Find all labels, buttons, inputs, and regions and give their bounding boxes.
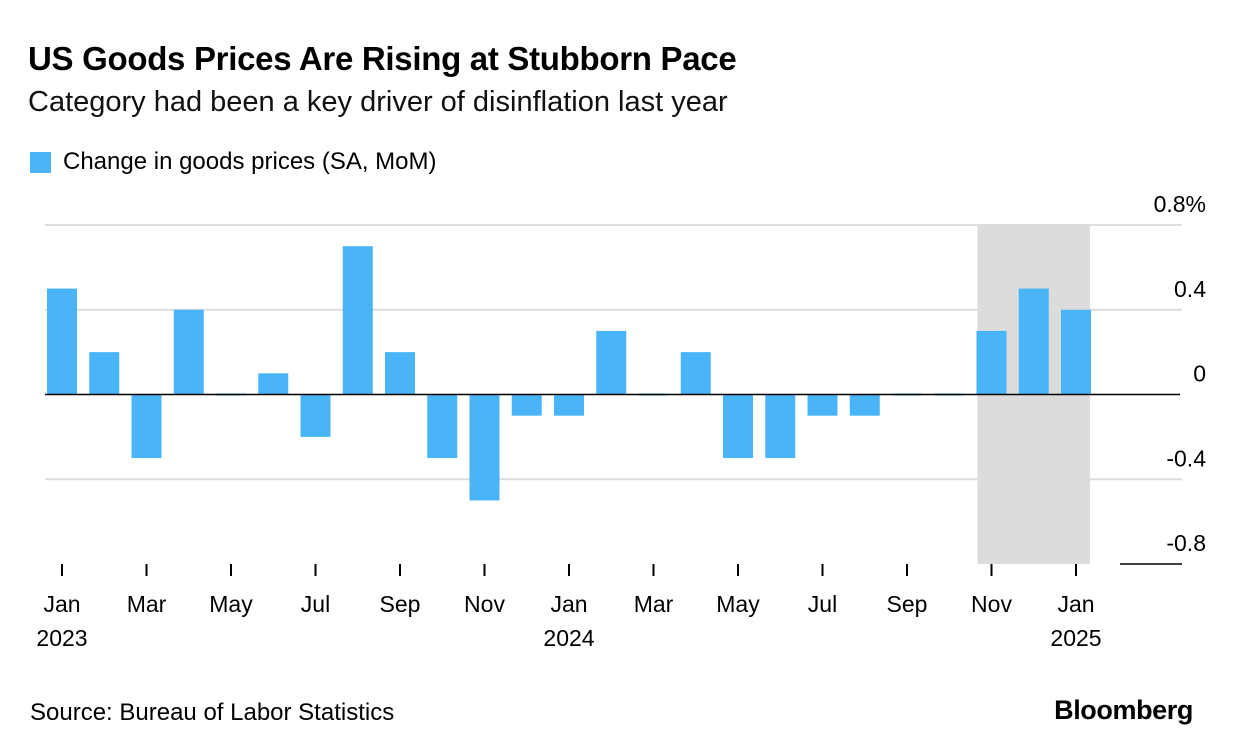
bar [47,288,77,395]
bar [976,330,1007,395]
legend-swatch [30,151,51,173]
x-tick-year-label: 2024 [543,625,594,651]
y-tick-label: 0 [1193,361,1206,387]
source-note: Source: Bureau of Labor Statistics [30,699,395,726]
bar [1018,288,1049,395]
bloomberg-logo: Bloomberg [1054,695,1193,725]
bar [342,246,373,395]
bar [765,394,796,459]
bar [173,309,204,395]
bar [427,394,458,459]
bar [680,352,711,395]
bar [849,394,880,416]
bar [807,394,838,416]
x-tick-label: Mar [127,591,167,617]
bar [1061,309,1091,395]
x-tick-label: Sep [887,591,928,617]
bar [723,394,753,459]
bar [89,352,120,395]
x-tick-label: Jul [301,591,330,617]
x-tick-label: May [209,591,253,617]
y-tick-label: -0.4 [1166,445,1206,471]
bar [554,394,584,416]
bar [469,394,500,501]
legend-label: Change in goods prices (SA, MoM) [63,148,437,175]
bar [511,394,542,416]
x-tick-label: Mar [634,591,674,617]
x-tick-label: Jul [808,591,837,617]
x-tick-label: Jan [1057,591,1094,617]
x-tick-year-label: 2025 [1050,625,1101,651]
bar [258,373,289,395]
x-tick-label: Sep [380,591,421,617]
x-tick-label: Jan [550,591,587,617]
y-tick-label: 0.4 [1174,276,1206,302]
x-tick-label: May [716,591,760,617]
x-tick-label: Nov [971,591,1012,617]
chart-title: US Goods Prices Are Rising at Stubborn P… [28,40,737,77]
bar [385,352,415,395]
x-tick-year-label: 2023 [36,625,87,651]
y-tick-label: 0.8% [1154,191,1206,217]
bar [300,394,331,437]
bar [131,394,162,459]
x-tick-label: Jan [43,591,80,617]
x-tick-label: Nov [464,591,505,617]
legend: Change in goods prices (SA, MoM) [30,148,437,176]
y-tick-label: -0.8 [1166,530,1206,556]
bar [596,330,627,395]
chart-subtitle: Category had been a key driver of disinf… [28,86,728,118]
